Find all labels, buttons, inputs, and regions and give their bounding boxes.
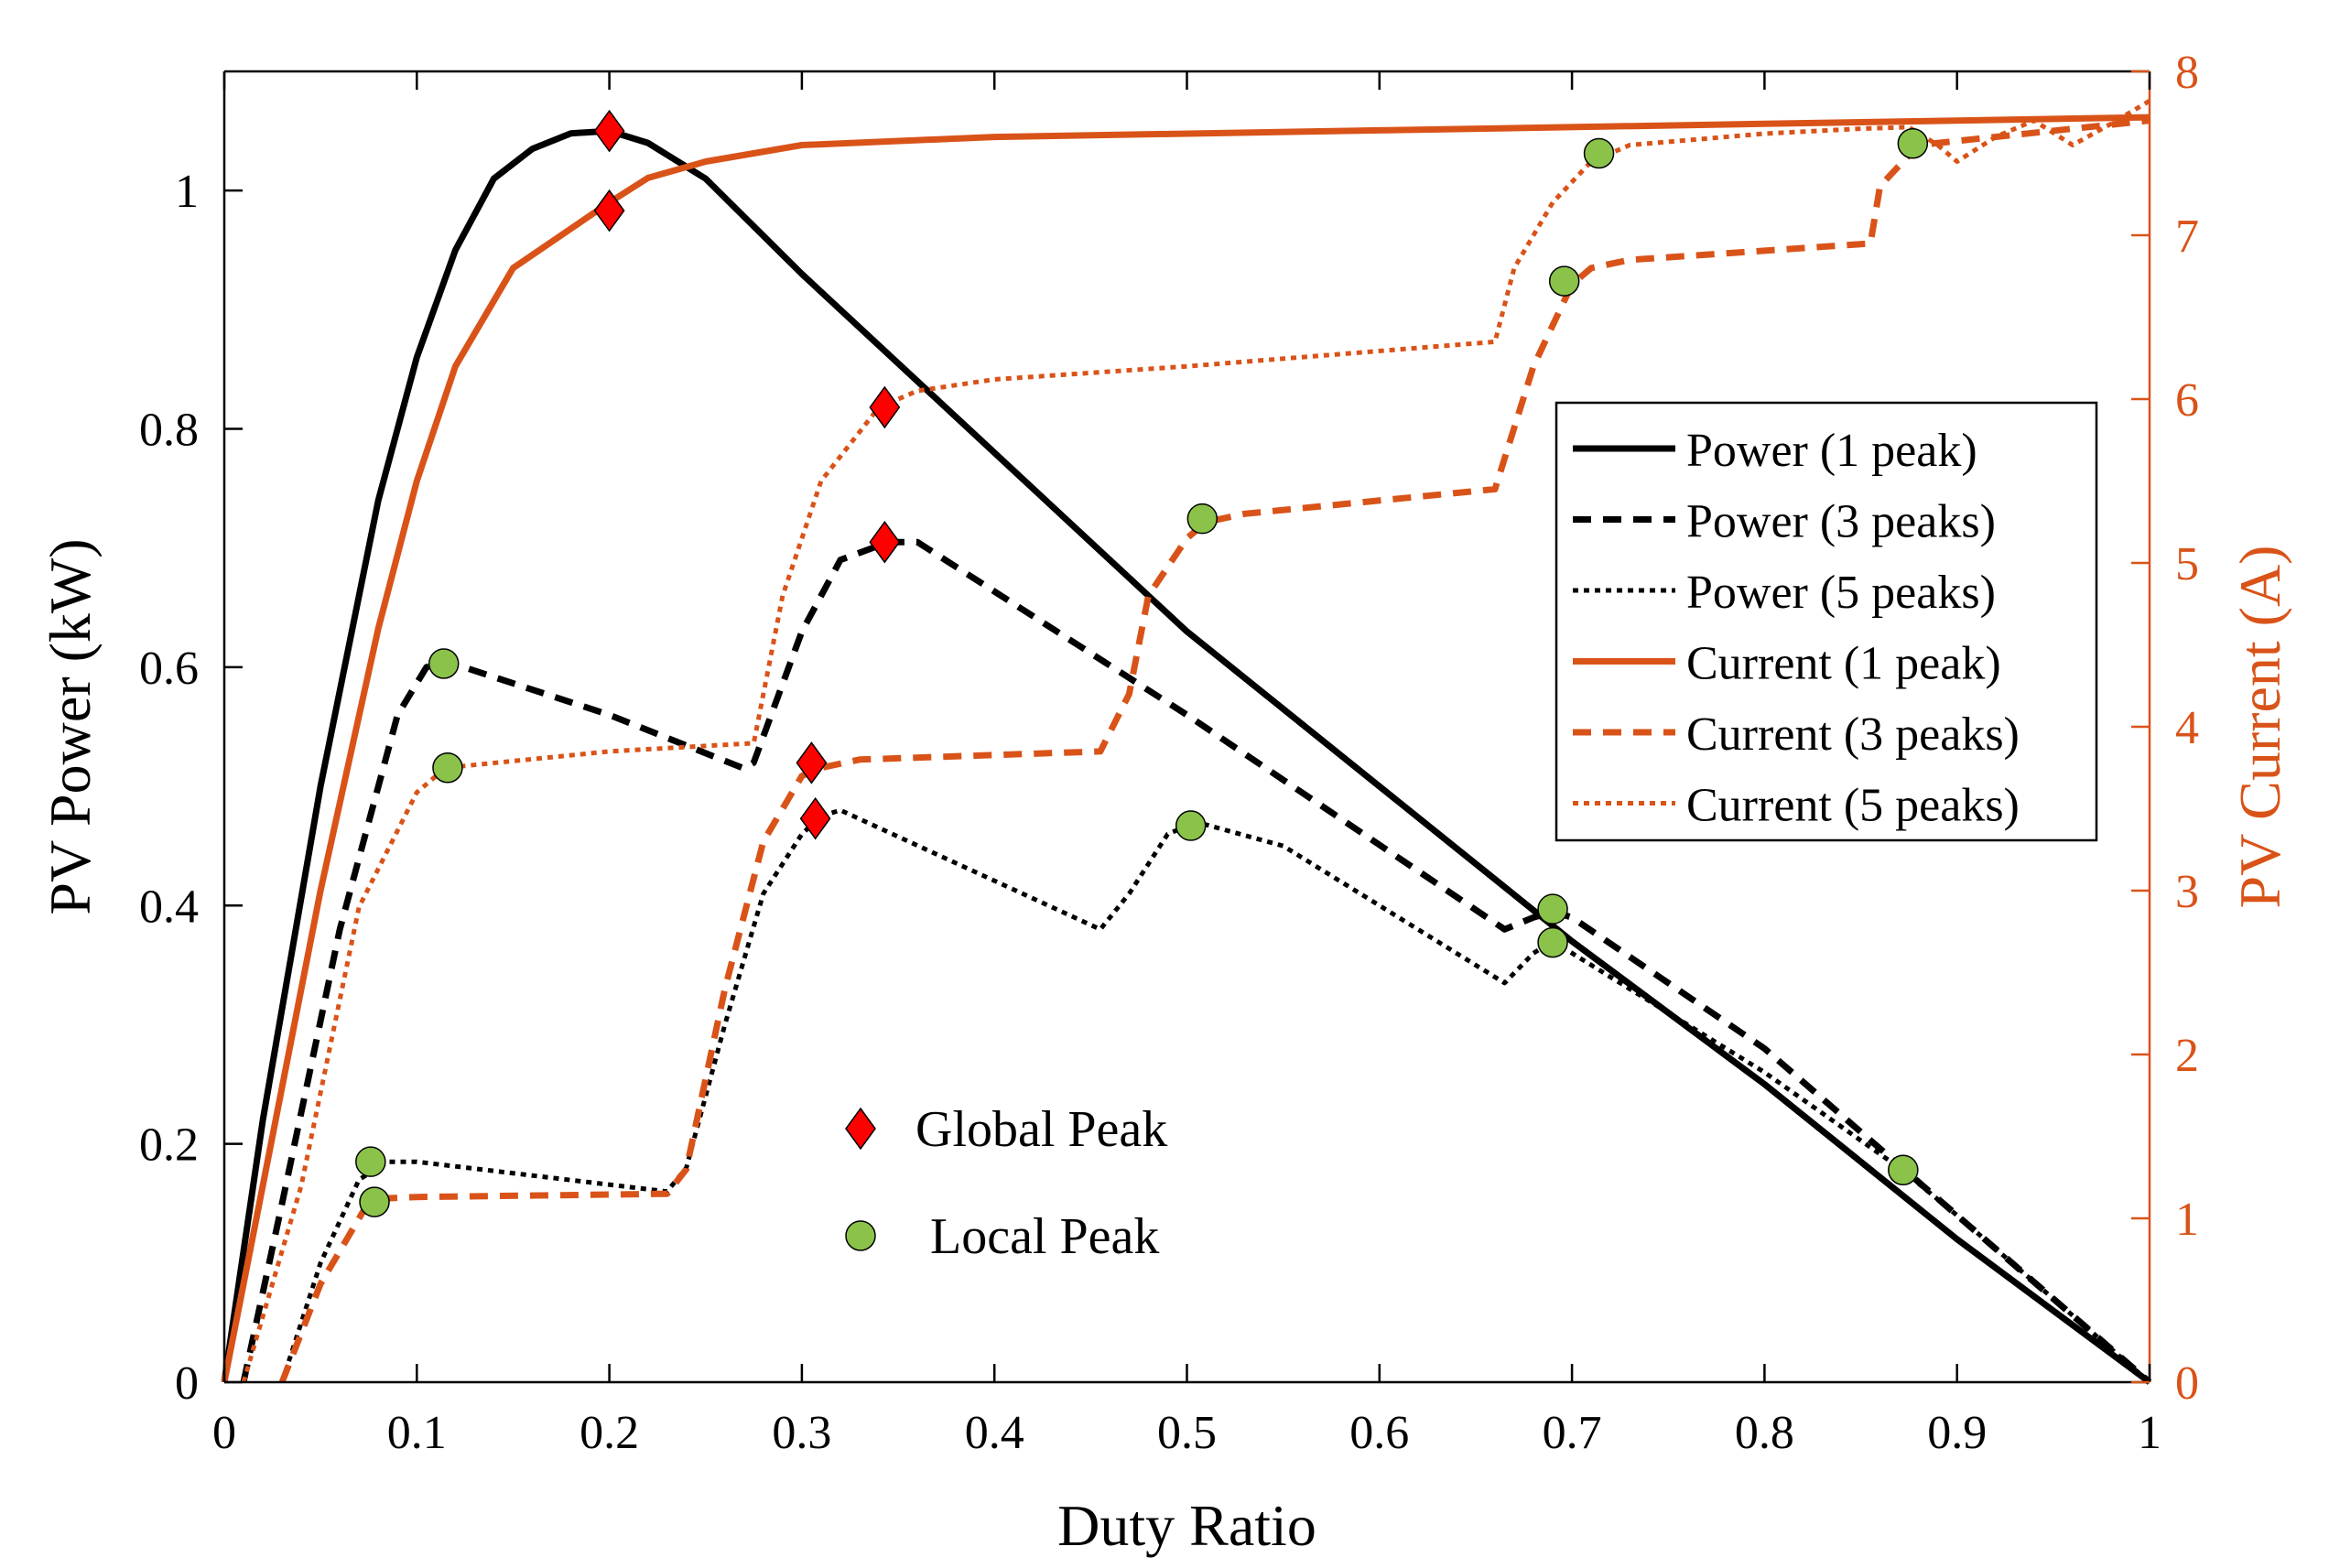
y-right-tick-label: 4 bbox=[2175, 702, 2199, 754]
legend: Power (1 peak) Power (3 peaks) Power (5 pe… bbox=[1554, 401, 2098, 842]
y-right-tick-label: 3 bbox=[2175, 866, 2199, 918]
y-right-tick-label: 8 bbox=[2175, 47, 2199, 99]
legend-label: Current (1 peak) bbox=[1686, 638, 2001, 690]
y-right-tick-label: 7 bbox=[2175, 211, 2199, 263]
x-tick-label: 0 bbox=[212, 1407, 236, 1459]
x-axis-label: Duty Ratio bbox=[1057, 1493, 1316, 1558]
y-left-tick-label: 0.8 bbox=[139, 405, 199, 457]
x-tick-label: 0.2 bbox=[580, 1407, 639, 1459]
x-tick-label: 1 bbox=[2138, 1407, 2161, 1459]
local-peak-legend-label: Local Peak bbox=[930, 1208, 1159, 1265]
y-left-tick-label: 0.6 bbox=[139, 643, 199, 695]
local-peak-marker bbox=[1897, 128, 1929, 159]
x-tick-label: 0.4 bbox=[965, 1407, 1024, 1459]
x-tick-label: 0.9 bbox=[1927, 1407, 1987, 1459]
global-peak-marker bbox=[869, 520, 901, 564]
local-peak-marker bbox=[428, 648, 460, 679]
peak-markers-layer bbox=[355, 109, 1929, 1217]
legend-label: Current (5 peaks) bbox=[1686, 780, 2020, 832]
y-left-tick-label: 1 bbox=[175, 166, 199, 218]
global-peak-marker bbox=[799, 796, 831, 840]
x-tick-label: 0.1 bbox=[387, 1407, 447, 1459]
x-tick-label: 0.5 bbox=[1157, 1407, 1217, 1459]
local-peak-marker bbox=[1537, 926, 1568, 958]
legend-box bbox=[1554, 401, 2098, 842]
global-peak-marker bbox=[593, 109, 625, 153]
local-peak-marker bbox=[1186, 503, 1219, 535]
series-line-power-5-peaks bbox=[279, 807, 2151, 1384]
x-tick-label: 0.3 bbox=[772, 1407, 831, 1459]
series-line-current-3-peaks bbox=[278, 117, 2150, 1384]
local-peak-marker bbox=[1175, 810, 1207, 841]
global-peak-marker bbox=[869, 385, 901, 429]
legend-label: Current (3 peaks) bbox=[1686, 708, 2020, 761]
local-peak-marker bbox=[355, 1146, 386, 1177]
marker-legend: Global Peak Local Peak bbox=[845, 1101, 1167, 1265]
global-peak-legend-marker bbox=[845, 1107, 876, 1151]
global-peak-legend-label: Global Peak bbox=[915, 1101, 1167, 1158]
x-tick-label: 0.8 bbox=[1735, 1407, 1794, 1459]
global-peak-marker bbox=[593, 189, 625, 232]
y-right-tick-label: 2 bbox=[2175, 1030, 2199, 1082]
y-left-tick-label: 0.4 bbox=[139, 881, 199, 933]
local-peak-marker bbox=[359, 1186, 390, 1217]
legend-label: Power (1 peak) bbox=[1686, 425, 1977, 477]
local-peak-marker bbox=[1583, 137, 1615, 169]
y-right-tick-label: 5 bbox=[2175, 538, 2199, 590]
y-axis-right-label: PV Current (A) bbox=[2227, 546, 2292, 909]
local-peak-legend-marker bbox=[845, 1220, 876, 1251]
series-line-current-5-peaks bbox=[241, 99, 2151, 1383]
y-left-tick-label: 0 bbox=[175, 1357, 199, 1410]
x-tick-label: 0.7 bbox=[1543, 1407, 1602, 1459]
local-peak-marker bbox=[1537, 893, 1568, 925]
y-left-tick-label: 0.2 bbox=[139, 1119, 199, 1172]
legend-label: Power (5 peaks) bbox=[1686, 567, 1996, 619]
global-peak-marker bbox=[796, 741, 828, 784]
local-peak-marker bbox=[1888, 1154, 1919, 1186]
x-tick-label: 0.6 bbox=[1349, 1407, 1409, 1459]
y-right-tick-label: 1 bbox=[2175, 1194, 2199, 1246]
legend-label: Power (3 peaks) bbox=[1686, 496, 1996, 548]
local-peak-marker bbox=[1548, 265, 1580, 297]
y-axis-left-label: PV Power (kW) bbox=[38, 538, 103, 914]
axes-layer: 0 0.1 0.2 0.3 0.4 0.5 0.6 0.7 0.8 0.9 100.20.40.60… bbox=[38, 47, 2292, 1558]
y-right-tick-label: 6 bbox=[2175, 374, 2199, 427]
local-peak-marker bbox=[432, 752, 463, 784]
y-right-tick-label: 0 bbox=[2175, 1357, 2199, 1410]
